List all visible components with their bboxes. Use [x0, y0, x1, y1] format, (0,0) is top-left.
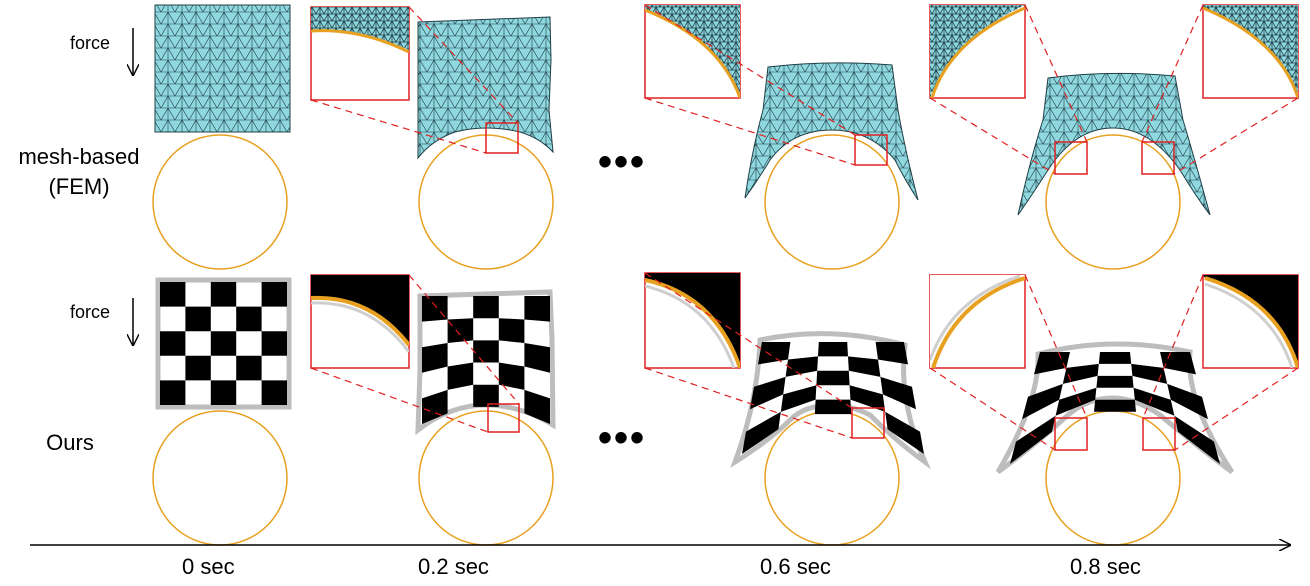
row-label-fem: mesh-based (FEM) [4, 142, 154, 202]
checker-square [210, 331, 237, 356]
time-label-1: 0.2 sec [418, 554, 489, 579]
zoom-box-ours-t02 [487, 403, 520, 433]
checker-square [1167, 383, 1208, 420]
checker-square [1022, 383, 1063, 420]
checker-square [473, 384, 499, 407]
fem-mesh-t06 [744, 62, 919, 201]
checker-square [1055, 387, 1097, 416]
checker-square [261, 282, 287, 307]
checker-square [498, 362, 525, 390]
checker-square [422, 296, 448, 322]
checker-square [814, 399, 852, 415]
ellipsis-ours: ••• [598, 416, 647, 460]
force-label-ours: force [70, 302, 111, 322]
ellipsis-fem: ••• [598, 140, 647, 184]
checker-square [160, 380, 186, 405]
zoom-box-fem-t08-right [1141, 141, 1175, 175]
obstacle-circle-fem-t08 [1045, 134, 1181, 270]
checker-square [1133, 387, 1175, 416]
checker-square [1131, 363, 1168, 384]
time-label-0: 0 sec [182, 554, 235, 579]
checker-square [524, 389, 550, 424]
checkerboard-t08 [995, 341, 1235, 475]
checker-square [742, 411, 781, 454]
checkerboard-t02 [415, 289, 556, 436]
zoom-box-ours-t06 [851, 407, 885, 439]
checker-square [1010, 415, 1056, 464]
fem-mesh-t0 [154, 4, 291, 133]
obstacle-circle-fem-t0 [152, 134, 288, 270]
checker-square [758, 342, 791, 365]
row-label-ours-line1: Ours [46, 430, 94, 455]
checker-square [210, 282, 237, 307]
row-label-fem-line2: (FEM) [48, 174, 110, 199]
checker-square [160, 331, 186, 356]
checker-square [210, 380, 237, 405]
zoom-box-fem-t02 [485, 122, 519, 154]
zoom-box-ours-t08-right [1142, 417, 1176, 451]
checker-square [447, 362, 474, 390]
checker-square [524, 343, 550, 373]
time-label-3: 0.8 sec [1070, 554, 1141, 579]
checker-square [473, 296, 499, 319]
checker-square [236, 306, 262, 332]
checker-square [849, 385, 886, 412]
checker-square [750, 376, 786, 410]
checker-square [160, 282, 186, 307]
obstacle-circle-fem-t02 [418, 134, 554, 270]
checker-square [816, 370, 850, 386]
checker-square [875, 342, 908, 365]
checker-square [185, 306, 211, 332]
checker-square [885, 411, 924, 454]
checker-square [785, 356, 818, 377]
time-label-2: 0.6 sec [760, 554, 831, 579]
obstacle-circle-ours-t0 [152, 410, 288, 546]
zoom-box-fem-t08-left [1054, 141, 1088, 175]
checker-square [1174, 415, 1220, 464]
row-label-fem-line1: mesh-based [18, 144, 140, 169]
checkerboard-t0 [155, 277, 292, 410]
checker-square [848, 356, 881, 377]
checker-square [261, 331, 287, 356]
checker-square [524, 296, 550, 322]
checker-square [185, 355, 211, 381]
row-label-ours: Ours [30, 428, 110, 458]
checker-square [422, 343, 448, 373]
checker-square [880, 376, 916, 410]
zoom-box-ours-t08-left [1054, 417, 1088, 451]
checker-square [473, 340, 499, 363]
checker-square [1098, 352, 1132, 364]
checker-square [236, 355, 262, 381]
checker-square [818, 342, 848, 357]
fem-mesh-t08 [1017, 72, 1211, 216]
zoom-box-fem-t06 [854, 134, 888, 166]
checker-square [1096, 375, 1134, 388]
checkerboard-t06 [730, 331, 931, 470]
checker-square [780, 385, 817, 412]
checker-square [261, 380, 287, 405]
checker-square [1160, 352, 1196, 375]
checker-square [498, 318, 525, 343]
force-label-fem: force [70, 33, 111, 53]
checker-square [1094, 399, 1136, 412]
obstacle-circle-fem-t06 [764, 134, 900, 270]
obstacle-circle-ours-t08 [1045, 410, 1181, 546]
checker-square [1062, 363, 1099, 384]
checker-square [447, 318, 474, 343]
